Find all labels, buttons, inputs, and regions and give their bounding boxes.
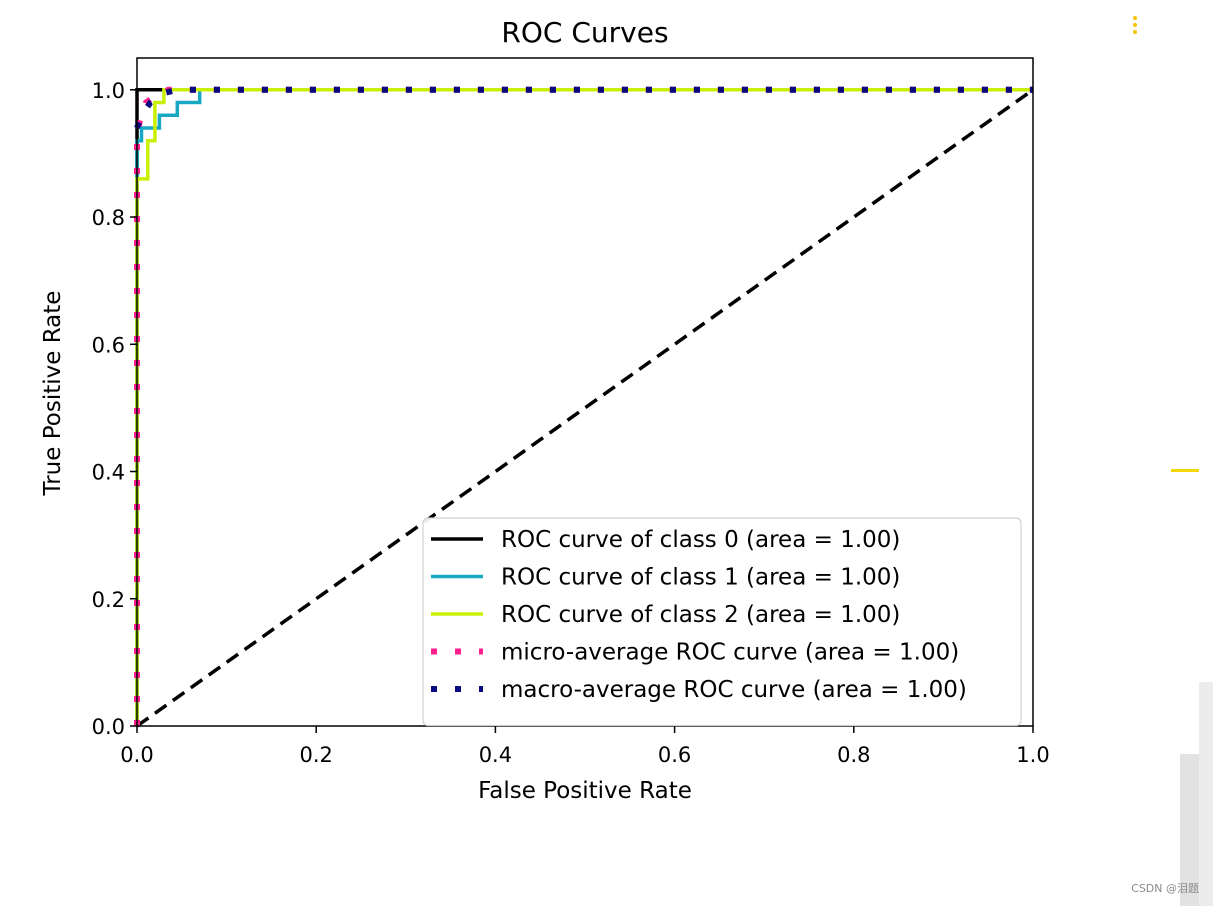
series-line [135,88,1033,726]
side-indicator [1171,469,1199,472]
y-tick-label: 0.2 [92,588,125,612]
y-tick-label: 0.8 [92,206,125,230]
y-tick-label: 0.6 [92,333,125,357]
legend-box [422,517,1022,727]
x-tick-label: 1.0 [1016,743,1049,767]
x-tick-label: 0.4 [479,743,512,767]
more-options-icon[interactable] [1130,16,1140,40]
legend-label: ROC curve of class 1 (area = 1.00) [501,565,900,591]
x-tick-label: 0.2 [299,743,332,767]
scrollbar-thumb[interactable] [1180,754,1199,906]
x-tick-label: 0.0 [120,743,153,767]
legend-label: ROC curve of class 2 (area = 1.00) [501,602,900,628]
watermark: CSDN @泪题 [1131,882,1199,895]
chance-line [135,88,1035,728]
x-tick-label: 0.6 [658,743,691,767]
x-tick-label: 0.8 [837,743,870,767]
legend-label: ROC curve of class 0 (area = 1.00) [501,527,900,553]
y-tick-label: 0.4 [92,461,125,485]
chart-title: ROC Curves [501,16,668,49]
y-tick-label: 0.0 [92,715,125,739]
y-axis-label: True Positive Rate [40,291,66,497]
legend: ROC curve of class 0 (area = 1.00) ROC cu… [422,517,1022,727]
series-line [135,88,1033,726]
scrollbar-track[interactable] [1199,682,1213,906]
series-line [134,86,1033,130]
y-tick-label: 1.0 [92,79,125,103]
x-axis-label: False Positive Rate [478,778,692,804]
legend-label: macro-average ROC curve (area = 1.00) [501,677,967,703]
legend-label: micro-average ROC curve (area = 1.00) [501,640,959,666]
